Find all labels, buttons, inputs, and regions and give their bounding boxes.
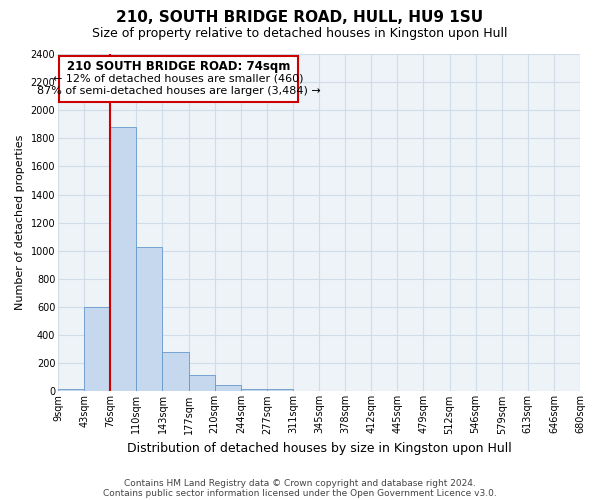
Bar [136, 246, 163, 392]
Bar [58, 388, 84, 392]
Text: 210, SOUTH BRIDGE ROAD, HULL, HU9 1SU: 210, SOUTH BRIDGE ROAD, HULL, HU9 1SU [116, 10, 484, 25]
Text: 210 SOUTH BRIDGE ROAD: 74sqm: 210 SOUTH BRIDGE ROAD: 74sqm [67, 60, 290, 74]
Text: 87% of semi-detached houses are larger (3,484) →: 87% of semi-detached houses are larger (… [37, 86, 320, 97]
Text: Contains public sector information licensed under the Open Government Licence v3: Contains public sector information licen… [103, 488, 497, 498]
FancyBboxPatch shape [59, 56, 298, 102]
Bar [215, 384, 241, 392]
Bar [84, 307, 110, 392]
Bar [241, 388, 267, 392]
Bar [110, 127, 136, 392]
Text: Size of property relative to detached houses in Kingston upon Hull: Size of property relative to detached ho… [92, 28, 508, 40]
Text: Contains HM Land Registry data © Crown copyright and database right 2024.: Contains HM Land Registry data © Crown c… [124, 478, 476, 488]
Y-axis label: Number of detached properties: Number of detached properties [15, 135, 25, 310]
Bar [188, 375, 215, 392]
Text: ← 12% of detached houses are smaller (460): ← 12% of detached houses are smaller (46… [53, 74, 304, 84]
Bar [163, 352, 188, 392]
X-axis label: Distribution of detached houses by size in Kingston upon Hull: Distribution of detached houses by size … [127, 442, 511, 455]
Bar [267, 388, 293, 392]
